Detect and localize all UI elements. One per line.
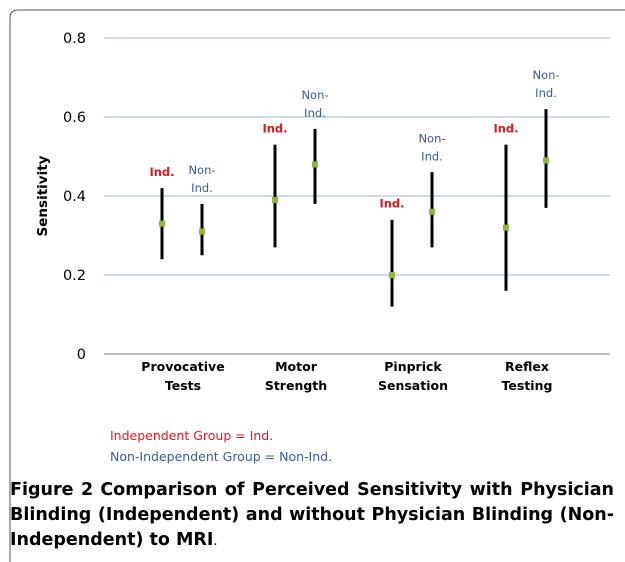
legend-non-independent: Non-Independent Group = Non-Ind.: [110, 449, 333, 464]
legend-independent: Independent Group = Ind.: [110, 428, 274, 443]
series-label: Ind.: [493, 122, 518, 136]
y-tick-label: 0.2: [63, 268, 86, 284]
mean-marker: [429, 208, 435, 215]
chart-grid: [104, 37, 610, 355]
y-tick-label: 0.4: [63, 189, 86, 205]
mean-marker: [159, 220, 165, 227]
series-label: Ind.: [304, 106, 326, 120]
x-tick-label: Sensation: [378, 378, 448, 393]
mean-marker: [199, 228, 205, 235]
mean-marker: [389, 272, 395, 278]
y-axis-ticks: 0 0.2 0.4 0.6 0.8: [63, 31, 86, 363]
figure-caption: Figure 2 Comparison of Perceived Sensiti…: [10, 478, 614, 554]
error-bars: [159, 109, 549, 307]
x-tick-label: Tests: [165, 378, 201, 393]
caption-text: Comparison of Perceived Sensitivity with…: [10, 480, 614, 550]
mean-marker: [312, 161, 318, 168]
mean-marker: [272, 196, 278, 203]
series-label: Non-: [188, 163, 215, 177]
caption-period: .: [213, 534, 218, 549]
x-tick-label: Testing: [502, 378, 553, 393]
x-tick-label: Strength: [265, 378, 327, 393]
caption-figure-number: Figure 2: [10, 480, 94, 500]
mean-marker: [503, 224, 509, 231]
sensitivity-chart: 0 0.2 0.4 0.6 0.8 Provocative Tests Motor Stren…: [35, 31, 610, 393]
x-tick-label: Reflex: [505, 359, 549, 374]
y-tick-label: 0.6: [63, 110, 86, 126]
series-labels: Ind. Ind. Ind. Ind. Non- Ind. Non- Ind. Non- Ind.…: [149, 68, 559, 211]
series-label: Ind.: [262, 122, 287, 136]
series-label: Ind.: [535, 86, 557, 100]
series-label: Non-: [418, 131, 445, 145]
series-label: Ind.: [421, 149, 443, 163]
mean-marker: [543, 157, 549, 164]
x-axis-labels: Provocative Tests Motor Strength Pinprick Sen…: [141, 359, 552, 393]
y-tick-label: 0.8: [63, 31, 86, 47]
series-label: Ind.: [379, 197, 404, 211]
x-tick-label: Pinprick: [384, 359, 442, 374]
series-label: Non-: [301, 88, 328, 102]
series-label: Ind.: [149, 165, 174, 179]
y-axis-label: Sensitivity: [35, 155, 51, 236]
series-label: Non-: [532, 68, 559, 82]
x-tick-label: Motor: [275, 359, 318, 374]
x-tick-label: Provocative: [141, 359, 224, 374]
y-tick-label: 0: [77, 347, 86, 363]
series-label: Ind.: [191, 181, 213, 195]
